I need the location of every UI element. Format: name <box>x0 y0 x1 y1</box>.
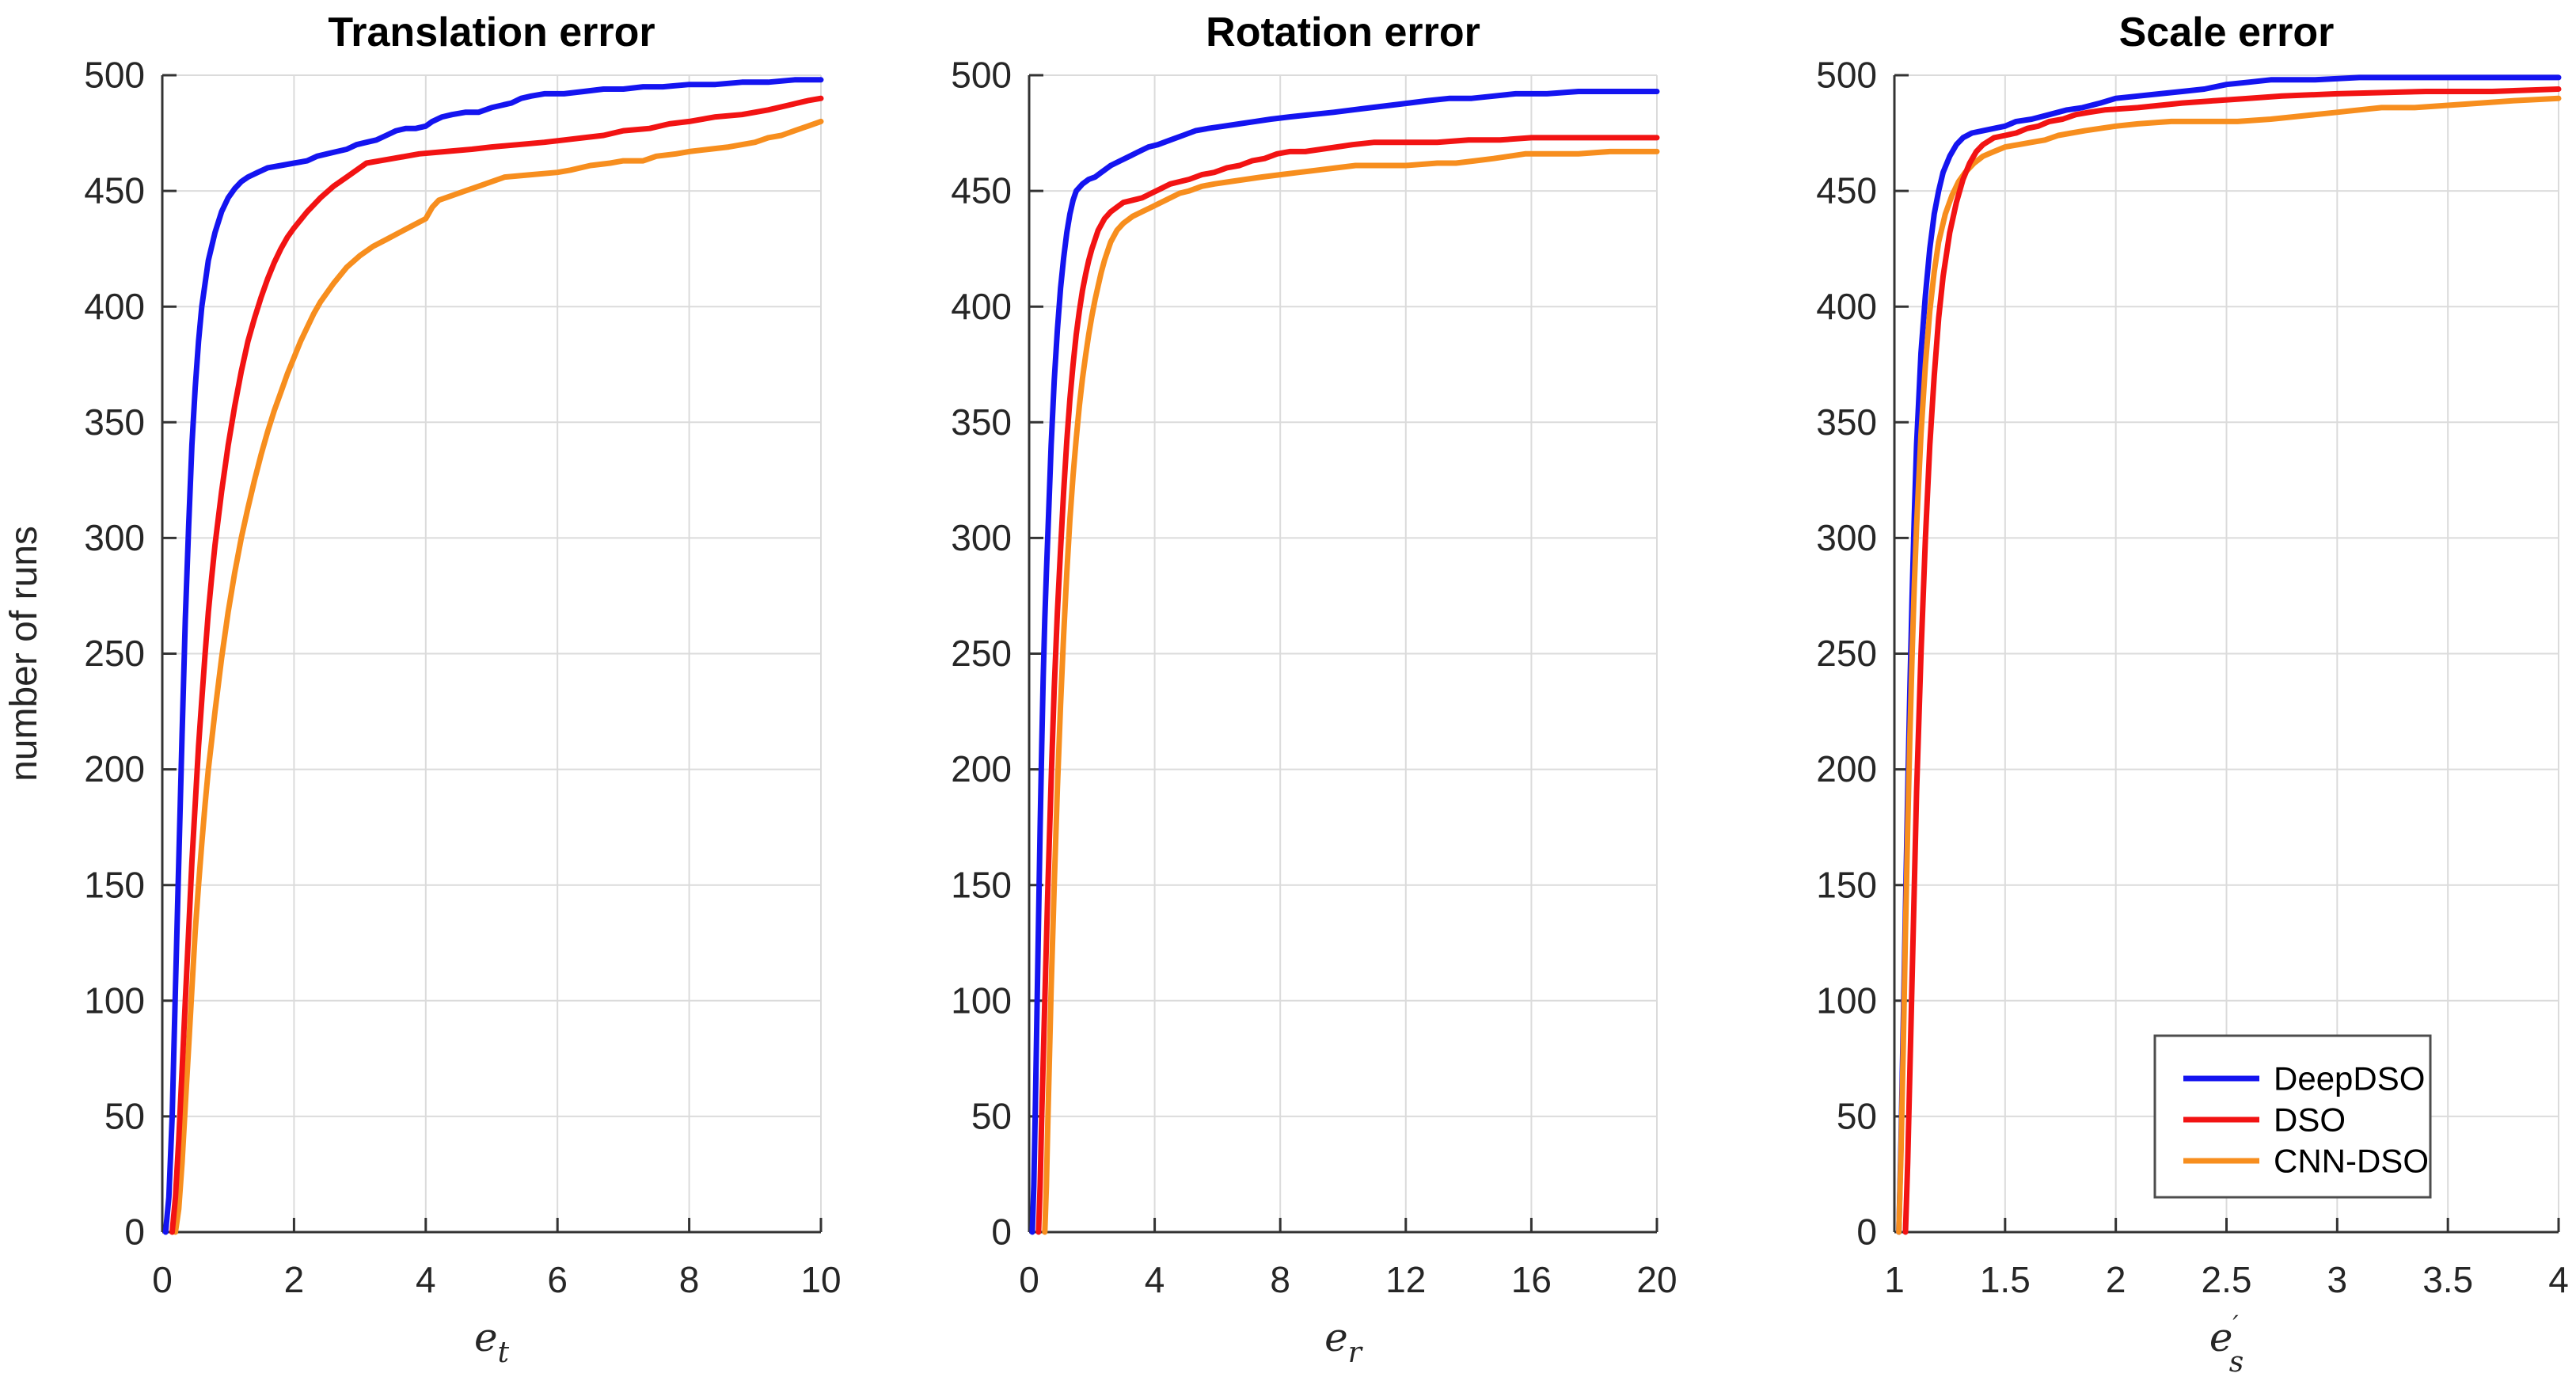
y-tick-label: 50 <box>1837 1096 1877 1137</box>
y-tick-label: 0 <box>1856 1212 1877 1253</box>
y-tick-label: 300 <box>84 517 145 558</box>
chart-title: Translation error <box>328 10 655 55</box>
x-tick-label: 2 <box>284 1259 305 1300</box>
y-tick-label: 100 <box>1816 979 1877 1021</box>
x-tick-label: 1.5 <box>1980 1259 2031 1300</box>
chart-title: Scale error <box>2119 10 2335 55</box>
y-tick-label: 500 <box>84 55 145 96</box>
y-tick-label: 200 <box>1816 748 1877 789</box>
x-tick-label: 1 <box>1884 1259 1905 1300</box>
series-line-dso <box>1902 86 2562 1235</box>
x-tick-label: 12 <box>1385 1259 1426 1300</box>
legend-entry: DSO <box>2183 1101 2346 1138</box>
x-tick-label: 16 <box>1511 1259 1552 1300</box>
series-line-cnn-dso <box>173 118 824 1235</box>
y-axis-label: number of runs <box>3 526 45 782</box>
chart-translation-error: 0 50 100 150 200 250 300 350 400 450 500 0 2 4 6 8 10 Tra… <box>3 10 842 1369</box>
series-line-deepdso <box>162 77 824 1235</box>
legend-label: CNN-DSO <box>2274 1142 2429 1179</box>
chart-scale-error: 0 50 100 150 200 250 300 350 400 450 500 1 1.5 2 2.5 3 3… <box>1816 10 2569 1377</box>
y-tick-label: 100 <box>951 979 1012 1021</box>
y-tick-label: 50 <box>971 1096 1012 1137</box>
y-tick-label: 50 <box>104 1096 145 1137</box>
x-tick-label: 8 <box>1270 1259 1290 1300</box>
y-tick-label: 250 <box>1816 633 1877 674</box>
x-tick-label: 2.5 <box>2202 1259 2252 1300</box>
y-tick-label: 200 <box>84 748 145 789</box>
y-tick-label: 150 <box>951 864 1012 905</box>
y-tick-label: 250 <box>951 633 1012 674</box>
x-tick-label: 0 <box>152 1259 173 1300</box>
y-tick-label: 400 <box>84 286 145 327</box>
y-tick-label: 450 <box>1816 170 1877 211</box>
y-tick-label: 450 <box>951 170 1012 211</box>
x-axis-label: e′ s <box>2209 1310 2244 1377</box>
y-tick-label: 400 <box>951 286 1012 327</box>
chart-rotation-error: 0 50 100 150 200 250 300 350 400 450 500 0 4 8 12 16 20 R… <box>951 10 1677 1369</box>
x-tick-label: 3.5 <box>2422 1259 2473 1300</box>
chart-title: Rotation error <box>1206 10 1480 55</box>
x-tick-label: 10 <box>800 1259 841 1300</box>
x-axis-label: er <box>1324 1314 1363 1369</box>
series-line-dso <box>169 95 824 1235</box>
series-line-dso <box>1035 135 1660 1235</box>
series-line-cnn-dso <box>1042 148 1660 1235</box>
series-line-deepdso <box>1029 89 1660 1235</box>
x-axis-label: et <box>474 1314 510 1369</box>
y-tick-label: 300 <box>951 517 1012 558</box>
legend-label: DeepDSO <box>2274 1059 2425 1097</box>
legend-entry: CNN-DSO <box>2183 1142 2429 1179</box>
y-tick-label: 450 <box>84 170 145 211</box>
x-tick-label: 8 <box>679 1259 700 1300</box>
y-tick-label: 500 <box>951 55 1012 96</box>
y-tick-label: 0 <box>124 1212 145 1253</box>
y-tick-label: 100 <box>84 979 145 1021</box>
y-tick-label: 400 <box>1816 286 1877 327</box>
x-tick-label: 20 <box>1636 1259 1677 1300</box>
x-tick-label: 6 <box>547 1259 568 1300</box>
y-tick-label: 150 <box>1816 864 1877 905</box>
x-tick-label: 0 <box>1019 1259 1039 1300</box>
y-tick-label: 350 <box>84 401 145 443</box>
x-tick-label: 2 <box>2106 1259 2126 1300</box>
legend-label: DSO <box>2274 1101 2346 1138</box>
y-tick-label: 500 <box>1816 55 1877 96</box>
x-tick-label: 4 <box>1145 1259 1165 1300</box>
x-tick-label: 4 <box>416 1259 436 1300</box>
y-tick-label: 350 <box>951 401 1012 443</box>
y-tick-label: 250 <box>84 633 145 674</box>
x-tick-label: 4 <box>2548 1259 2569 1300</box>
legend-entry: DeepDSO <box>2183 1059 2425 1097</box>
series-line-cnn-dso <box>1896 95 2562 1235</box>
legend: DeepDSO DSO CNN-DSO <box>2153 1034 2432 1199</box>
x-tick-label: 3 <box>2327 1259 2348 1300</box>
y-tick-label: 150 <box>84 864 145 905</box>
y-tick-label: 300 <box>1816 517 1877 558</box>
y-tick-label: 350 <box>1816 401 1877 443</box>
y-tick-label: 0 <box>991 1212 1012 1253</box>
y-tick-label: 200 <box>951 748 1012 789</box>
legend-box <box>2153 1034 2432 1199</box>
